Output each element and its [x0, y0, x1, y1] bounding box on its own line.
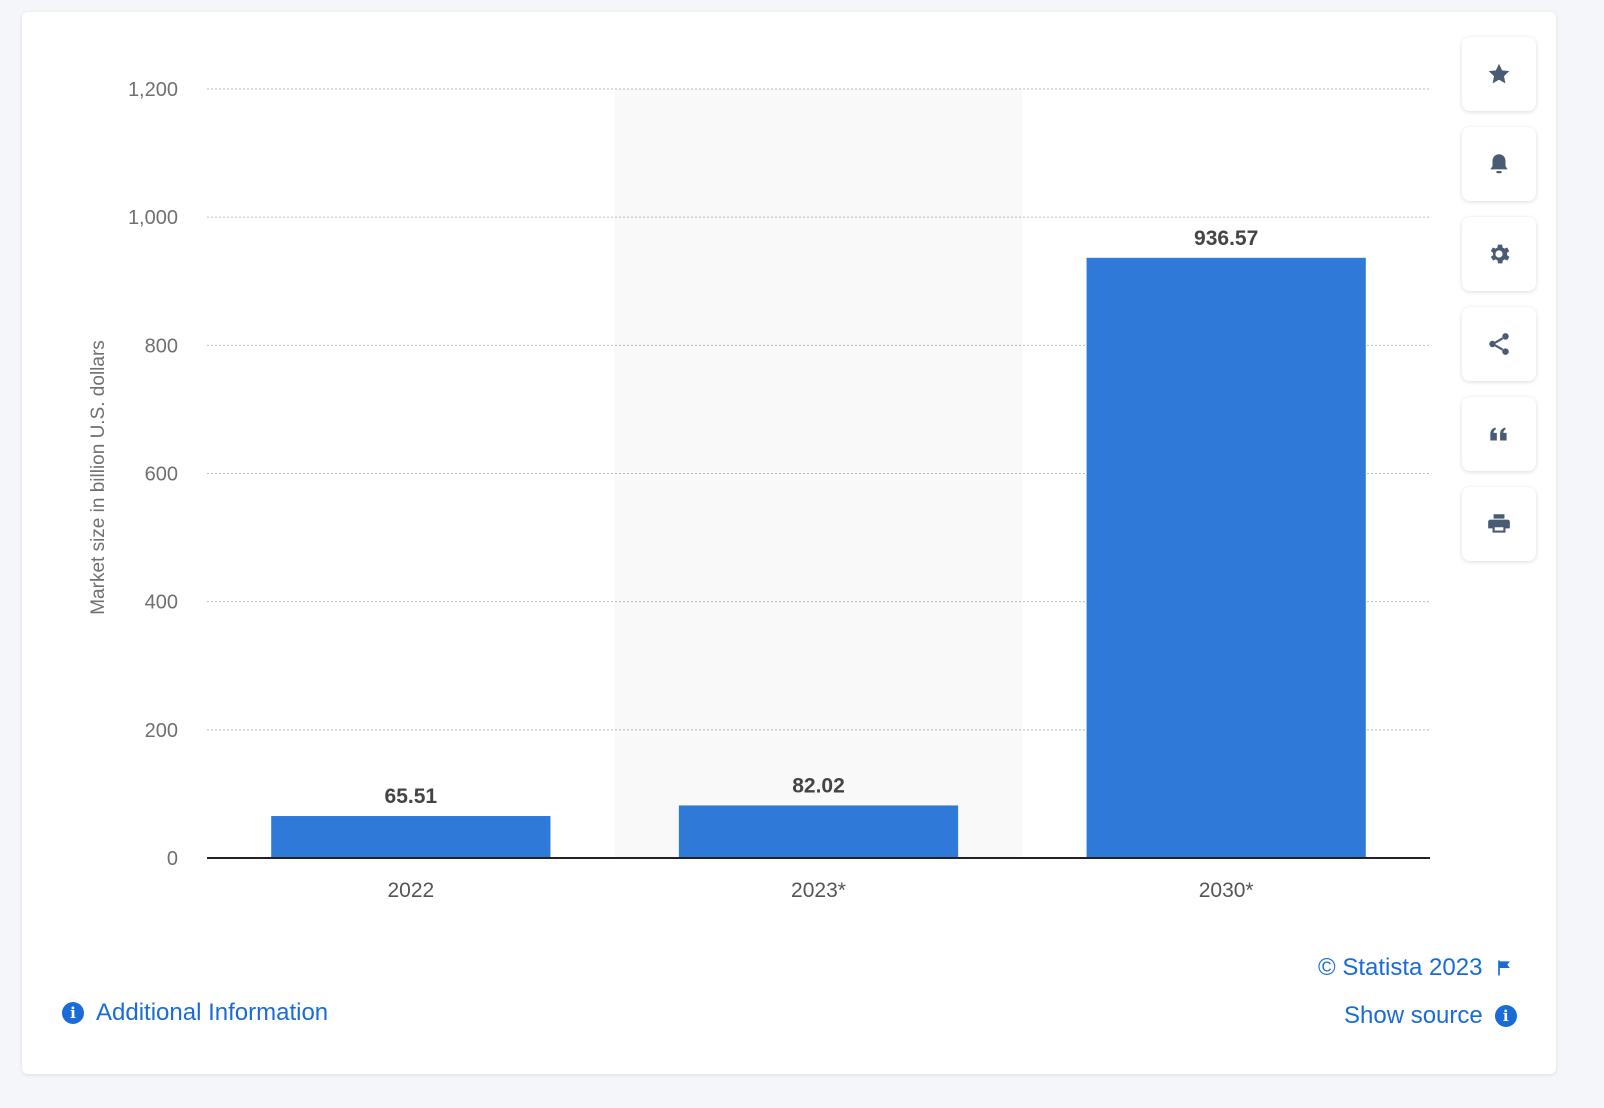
copyright-text: © Statista 2023 — [1318, 954, 1483, 981]
y-tick-label: 0 — [167, 848, 178, 870]
chart-card: 0 200 400 600 800 1,000 1,200 Market size in bi… — [22, 12, 1556, 1074]
bell-icon — [1490, 154, 1508, 174]
quote-icon — [1490, 427, 1507, 441]
y-tick-label: 1,000 — [128, 207, 178, 229]
bar-chart: 0 200 400 600 800 1,000 1,200 Market size in bi… — [88, 79, 1430, 902]
y-axis-title: Market size in billion U.S. dollars — [88, 340, 109, 615]
favorite-button[interactable] — [1462, 37, 1536, 111]
x-tick-label: 2023* — [791, 879, 846, 902]
info-icon: i — [1494, 1005, 1517, 1027]
bar-value-label: 65.51 — [385, 785, 438, 808]
star-icon — [1488, 63, 1510, 84]
chart-toolbar — [1462, 37, 1536, 577]
share-button[interactable] — [1462, 307, 1536, 381]
y-tick-label: 200 — [145, 720, 178, 742]
x-tick-label: 2022 — [387, 879, 434, 902]
additional-information-link[interactable]: i Additional Information — [62, 999, 328, 1027]
y-tick-label: 1,200 — [128, 79, 178, 101]
bar-2022 — [271, 816, 551, 858]
y-tick-label: 400 — [145, 592, 178, 614]
x-tick-label: 2030* — [1199, 879, 1254, 902]
y-tick-label: 600 — [145, 464, 178, 486]
info-icon: i — [62, 1002, 84, 1024]
highlight-band — [614, 89, 1023, 858]
bar-2030* — [1086, 257, 1366, 859]
bar-value-label: 936.57 — [1194, 227, 1258, 250]
settings-button[interactable] — [1462, 217, 1536, 291]
flag-icon — [1498, 960, 1511, 976]
copyright-link[interactable]: © Statista 2023 — [1318, 954, 1514, 982]
share-icon — [1489, 333, 1509, 355]
bar-value-label: 82.02 — [792, 774, 845, 797]
bar-2023* — [678, 805, 959, 858]
additional-information-text: Additional Information — [96, 999, 329, 1026]
show-source-text: Show source — [1344, 1002, 1483, 1029]
print-icon — [1488, 514, 1510, 533]
gear-icon — [1490, 244, 1510, 264]
show-source-link[interactable]: Show source i — [1344, 1002, 1517, 1030]
notification-button[interactable] — [1462, 127, 1536, 201]
y-tick-label: 800 — [145, 335, 178, 357]
cite-button[interactable] — [1462, 397, 1536, 471]
print-button[interactable] — [1462, 487, 1536, 561]
